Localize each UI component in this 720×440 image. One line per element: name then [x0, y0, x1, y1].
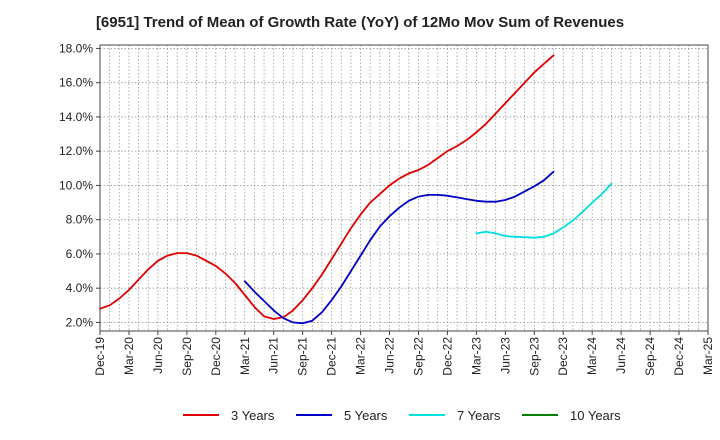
legend-item-10-years[interactable]: 10 Years [522, 405, 621, 425]
x-tick-label: Mar-22 [354, 337, 368, 375]
x-tick-label: Dec-21 [325, 337, 339, 376]
y-tick-label: 10.0% [59, 178, 93, 192]
x-tick-label: Dec-19 [93, 337, 107, 376]
legend-label-3-years: 3 Years [231, 407, 275, 423]
chart-title: [6951] Trend of Mean of Growth Rate (YoY… [95, 14, 625, 31]
x-tick-label: Jun-20 [151, 337, 165, 374]
y-tick-label: 4.0% [66, 281, 94, 295]
legend-swatch-5-years [296, 414, 332, 416]
x-tick-label: Mar-23 [469, 337, 483, 375]
x-tick-label: Dec-23 [556, 337, 570, 376]
x-tick-label: Sep-23 [527, 337, 541, 376]
legend-swatch-3-years [183, 414, 219, 416]
x-tick-label: Mar-25 [701, 337, 715, 375]
x-tick-label: Mar-21 [238, 337, 252, 375]
legend-item-5-years[interactable]: 5 Years [296, 405, 387, 425]
chart-legend: 3 Years 5 Years 7 Years 10 Years [0, 405, 720, 425]
series-line-5-years [243, 170, 555, 325]
x-tick-label: Dec-20 [209, 337, 223, 376]
x-tick-label: Jun-21 [267, 337, 281, 374]
x-tick-label: Jun-22 [383, 337, 397, 374]
legend-item-3-years[interactable]: 3 Years [183, 405, 274, 425]
y-tick-label: 6.0% [66, 247, 94, 261]
x-tick-label: Mar-24 [585, 337, 599, 375]
y-tick-label: 8.0% [66, 213, 94, 227]
y-tick-label: 18.0% [59, 41, 93, 55]
legend-label-5-years: 5 Years [344, 407, 388, 423]
y-tick-label: 16.0% [59, 76, 93, 90]
x-tick-label: Jun-23 [498, 337, 512, 374]
legend-swatch-10-years [522, 414, 558, 416]
x-tick-label: Sep-22 [411, 337, 425, 376]
series-line-3-years [99, 54, 555, 320]
x-tick-label: Sep-21 [296, 337, 310, 376]
legend-label-7-years: 7 Years [457, 407, 501, 423]
plot-border [99, 44, 709, 332]
legend-item-7-years[interactable]: 7 Years [409, 405, 500, 425]
y-tick-label: 2.0% [66, 315, 94, 329]
x-tick-label: Dec-24 [672, 337, 686, 376]
series-line-7-years [475, 182, 613, 239]
x-tick-label: Sep-20 [180, 337, 194, 376]
x-tick-label: Jun-24 [614, 337, 628, 374]
x-tick-label: Sep-24 [643, 337, 657, 376]
y-tick-label: 14.0% [59, 110, 93, 124]
x-tick-label: Dec-22 [440, 337, 454, 376]
legend-swatch-7-years [409, 414, 445, 416]
x-tick-label: Mar-20 [122, 337, 136, 375]
legend-label-10-years: 10 Years [570, 407, 621, 423]
y-tick-label: 12.0% [59, 144, 93, 158]
